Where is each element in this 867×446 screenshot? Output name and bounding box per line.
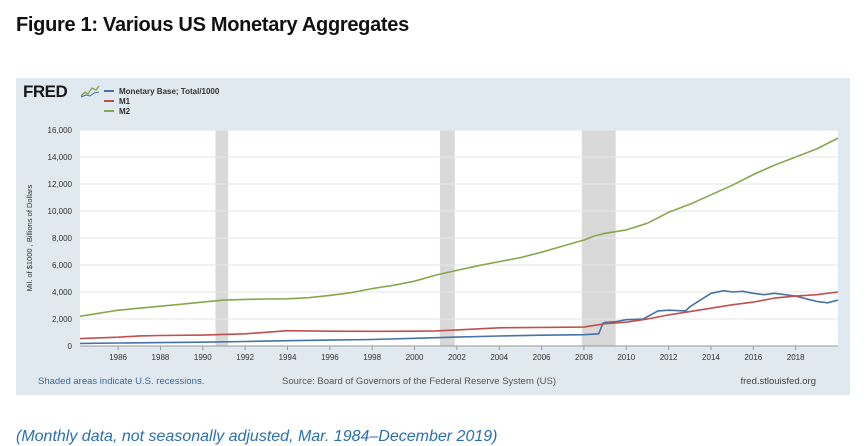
legend-swatch: [104, 90, 114, 92]
x-tick-label: 1986: [109, 353, 127, 362]
x-tick-label: 1994: [279, 353, 297, 362]
x-tick-label: 1990: [194, 353, 212, 362]
y-tick-label: 12,000: [48, 180, 73, 189]
source-note: Source: Board of Governors of the Federa…: [282, 376, 557, 387]
fred-logo: FRED: [23, 82, 68, 101]
x-tick-label: 2008: [575, 353, 593, 362]
x-tick-label: 2006: [533, 353, 551, 362]
y-tick-label: 0: [68, 342, 73, 351]
x-tick-label: 2010: [617, 353, 635, 362]
y-tick-label: 16,000: [48, 126, 73, 135]
x-tick-label: 2014: [702, 353, 720, 362]
recession-note: Shaded areas indicate U.S. recessions.: [38, 376, 205, 387]
fred-logo-chart-icon: [80, 85, 100, 98]
figure-title: Figure 1: Various US Monetary Aggregates: [16, 14, 409, 36]
legend-label: Monetary Base; Total/1000: [119, 86, 220, 96]
fred-chart-panel: FRED Monetary Base; Total/1000 M1 M2 0 2,00…: [16, 78, 850, 395]
y-axis-label: Mil. of $1000 , Billions of Dollars: [25, 184, 34, 291]
x-tick-label: 1988: [152, 353, 170, 362]
legend-swatch: [104, 110, 114, 112]
x-tick-label: 2000: [406, 353, 424, 362]
y-tick-label: 4,000: [52, 288, 73, 297]
figure-caption: (Monthly data, not seasonally adjusted, …: [16, 428, 498, 445]
x-tick-label: 2012: [660, 353, 678, 362]
legend-entry: M2: [104, 106, 219, 116]
legend-label: M2: [119, 106, 131, 116]
x-tick-label: 1998: [363, 353, 381, 362]
y-tick-label: 2,000: [52, 315, 73, 324]
legend-label: M1: [119, 96, 131, 106]
y-tick-label: 14,000: [48, 153, 73, 162]
fred-url: fred.stlouisfed.org: [740, 376, 816, 387]
series-line-m2: [79, 137, 839, 318]
x-tick-label: 1992: [236, 353, 254, 362]
x-tick-label: 2002: [448, 353, 466, 362]
y-tick-label: 8,000: [52, 234, 73, 243]
series-line-m1: [79, 291, 839, 340]
x-tick-label: 2018: [787, 353, 805, 362]
y-tick-label: 10,000: [48, 207, 73, 216]
legend-entry: Monetary Base; Total/1000: [104, 86, 219, 96]
line-chart: 0 2,000 4,000 6,000 8,000 10,000 12,000 14,000 1…: [25, 126, 839, 362]
x-tick-label: 1996: [321, 353, 339, 362]
chart-legend: Monetary Base; Total/1000 M1 M2: [104, 86, 219, 116]
x-tick-label: 2016: [744, 353, 762, 362]
legend-entry: M1: [104, 96, 219, 106]
y-tick-label: 6,000: [52, 261, 73, 270]
legend-swatch: [104, 100, 114, 102]
x-tick-label: 2004: [490, 353, 508, 362]
